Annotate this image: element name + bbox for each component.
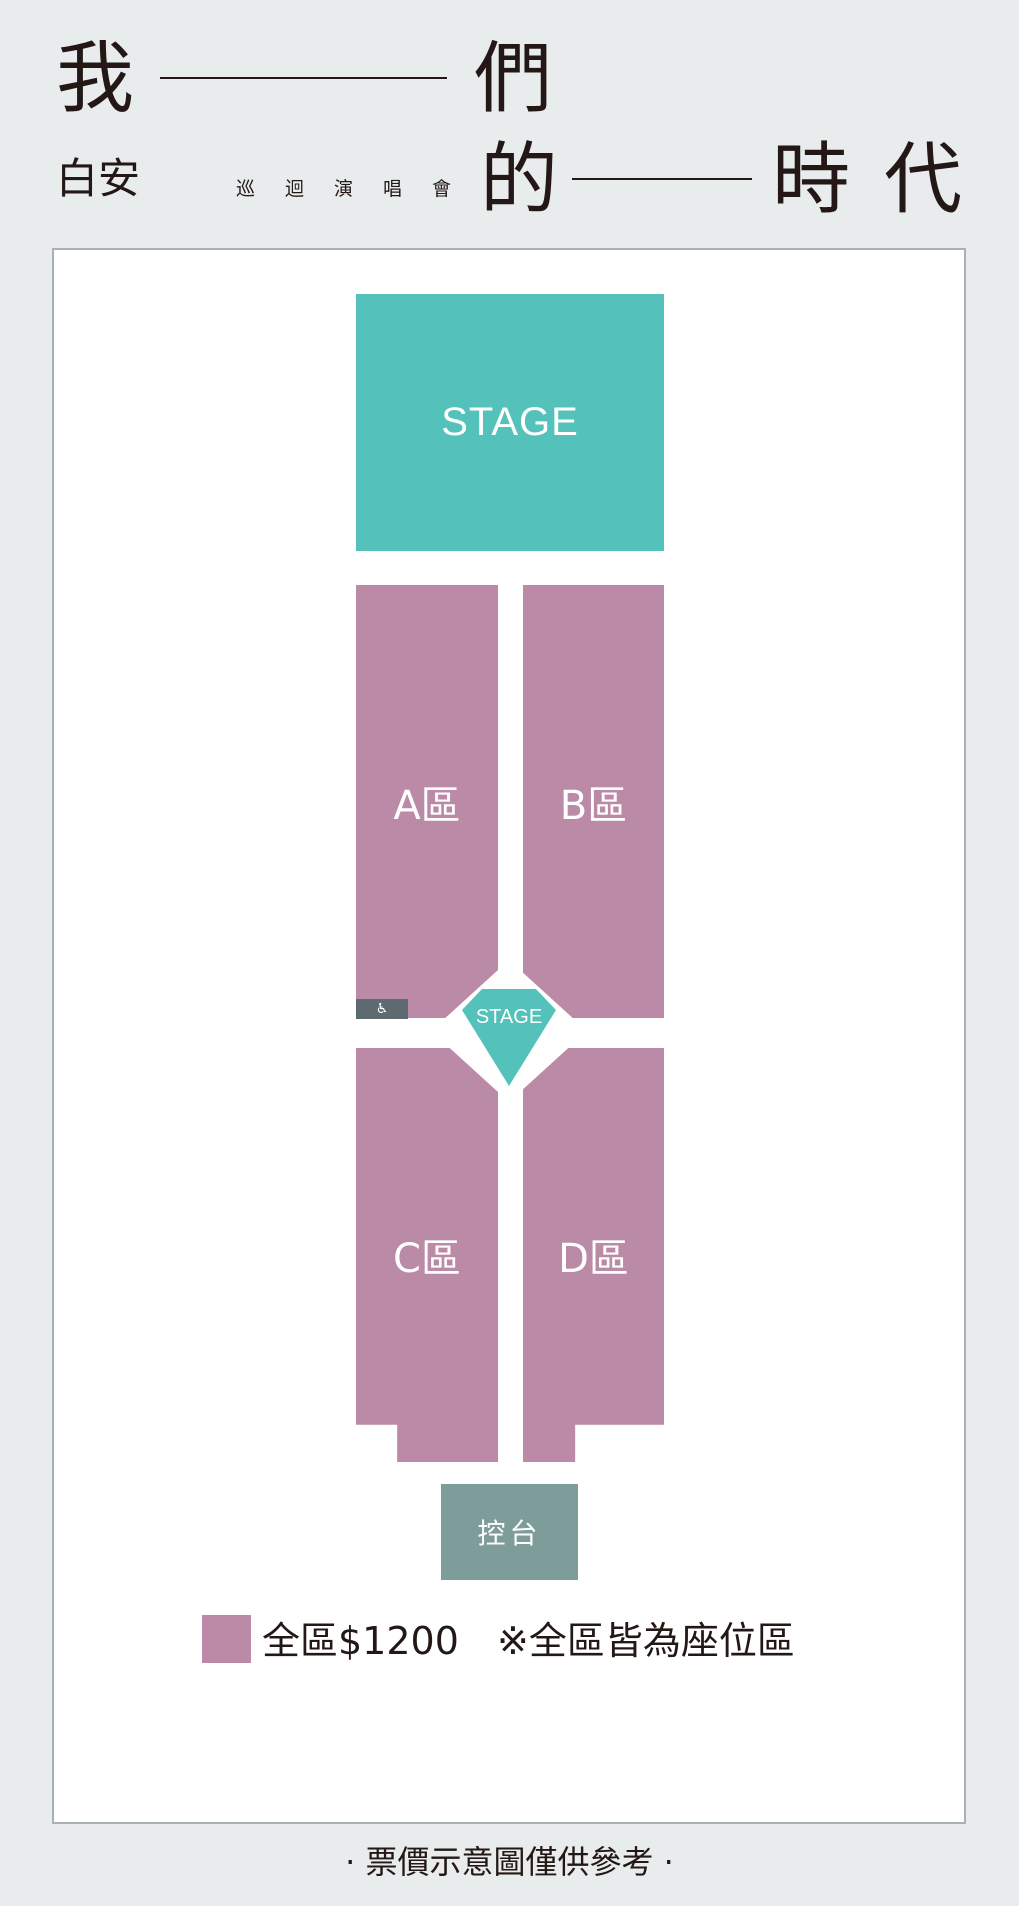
center-stage: STAGE: [429, 956, 589, 1106]
subtitle-character-2: 迴: [285, 178, 305, 200]
subtitle-character-5: 會: [432, 178, 452, 200]
main-stage: STAGE: [356, 294, 664, 551]
center-stage-shape: [462, 989, 556, 1086]
zone-d[interactable]: D區: [523, 1048, 664, 1462]
legend-note: ※全區皆為座位區: [497, 1619, 795, 1663]
main-stage-label: STAGE: [441, 400, 579, 444]
subtitle-character-3: 演: [334, 178, 354, 200]
center-stage-graphic: STAGE: [431, 960, 587, 1102]
accessible-seating-badge: ♿: [356, 999, 408, 1019]
title-character-men: 們: [474, 34, 553, 124]
title-character-dai: 代: [884, 135, 963, 225]
console-booth: 控台: [441, 1484, 578, 1580]
title-character-de: 的: [480, 135, 559, 225]
zone-b-label: B區: [559, 782, 628, 829]
subtitle-character-4: 唱: [383, 178, 403, 200]
artist-name: 白安: [56, 154, 141, 203]
center-stage-label: STAGE: [476, 1006, 542, 1028]
zone-a[interactable]: A區: [356, 585, 498, 1018]
legend-price: 全區$1200: [262, 1619, 459, 1663]
zone-a-label: A區: [393, 782, 461, 829]
zone-d-label: D區: [558, 1236, 629, 1282]
console-label: 控台: [477, 1517, 542, 1550]
title-character-shi: 時: [772, 135, 851, 225]
title-divider-bottom: [572, 178, 752, 180]
subtitle-character-1: 巡: [236, 178, 256, 200]
footer-note: · 票價示意圖僅供參考 ·: [345, 1843, 674, 1881]
wheelchair-icon: ♿: [375, 1001, 389, 1017]
zone-c[interactable]: C區: [356, 1048, 498, 1462]
title-divider-top: [160, 77, 447, 79]
zone-c-label: C區: [393, 1236, 461, 1282]
title-character-wo: 我: [56, 34, 135, 124]
legend-swatch: [202, 1615, 251, 1663]
zone-b[interactable]: B區: [523, 585, 664, 1018]
